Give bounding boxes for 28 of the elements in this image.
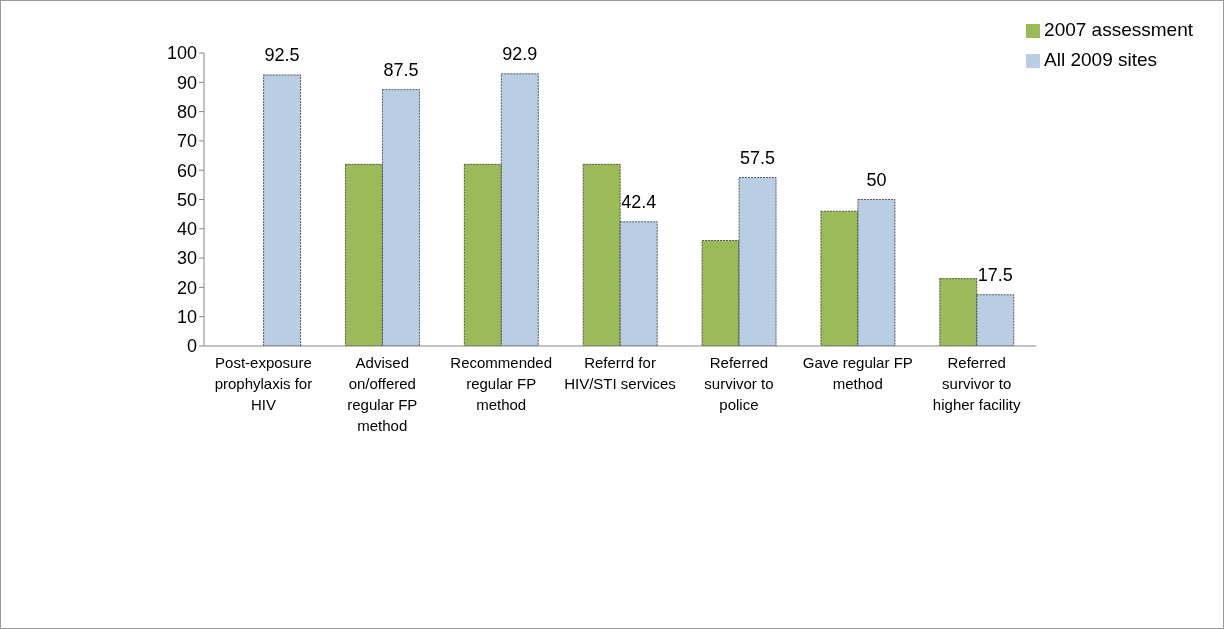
x-tick-label: Advised on/offered regular FP method — [347, 354, 418, 434]
y-tick-label: 70 — [176, 131, 197, 152]
y-tick-label: 0 — [186, 336, 197, 357]
legend-label: 2007 assessment — [1044, 19, 1193, 40]
x-tick-label: Recommended regular FP method — [450, 354, 553, 413]
x-tick-label: Referred survivor to higher facility — [932, 354, 1021, 413]
y-tick-label: 50 — [176, 189, 197, 210]
y-tick-label: 30 — [176, 248, 197, 269]
y-tick-label: 80 — [176, 101, 197, 122]
legend-label: All 2009 sites — [1044, 49, 1158, 70]
x-tick-label: Gave regular FP method — [802, 354, 913, 392]
data-label: 50 — [866, 169, 887, 190]
y-tick-label: 40 — [176, 219, 197, 240]
data-label: 92.5 — [264, 44, 300, 65]
data-label: 57.5 — [740, 147, 776, 168]
y-tick-label: 60 — [176, 160, 197, 181]
bar — [263, 74, 301, 346]
x-tick-label: Referrd for HIV/STI services — [564, 354, 676, 392]
y-tick-label: 90 — [176, 72, 197, 93]
data-label: 17.5 — [977, 264, 1013, 285]
x-tick-label: Referred survivor to police — [704, 354, 774, 413]
y-tick-label: 20 — [176, 277, 197, 298]
data-label: 87.5 — [383, 59, 419, 80]
data-label: 92.9 — [502, 43, 538, 64]
y-tick-label: 10 — [176, 307, 197, 328]
x-tick-label: Post-exposure prophylaxis for HIV — [214, 354, 313, 413]
data-label: 42.4 — [621, 191, 657, 212]
y-tick-label: 100 — [166, 43, 197, 64]
